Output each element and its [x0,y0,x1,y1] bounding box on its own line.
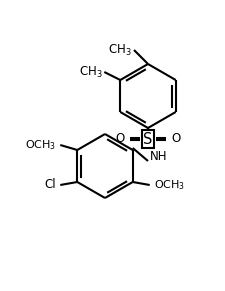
Text: NH: NH [150,150,167,162]
Text: O: O [116,132,125,146]
Text: Cl: Cl [45,178,56,191]
Text: OCH$_3$: OCH$_3$ [154,178,185,192]
Text: CH$_3$: CH$_3$ [108,42,132,58]
Text: S: S [143,132,153,146]
Text: OCH$_3$: OCH$_3$ [25,138,56,152]
Text: CH$_3$: CH$_3$ [79,64,102,79]
Text: O: O [171,132,180,146]
